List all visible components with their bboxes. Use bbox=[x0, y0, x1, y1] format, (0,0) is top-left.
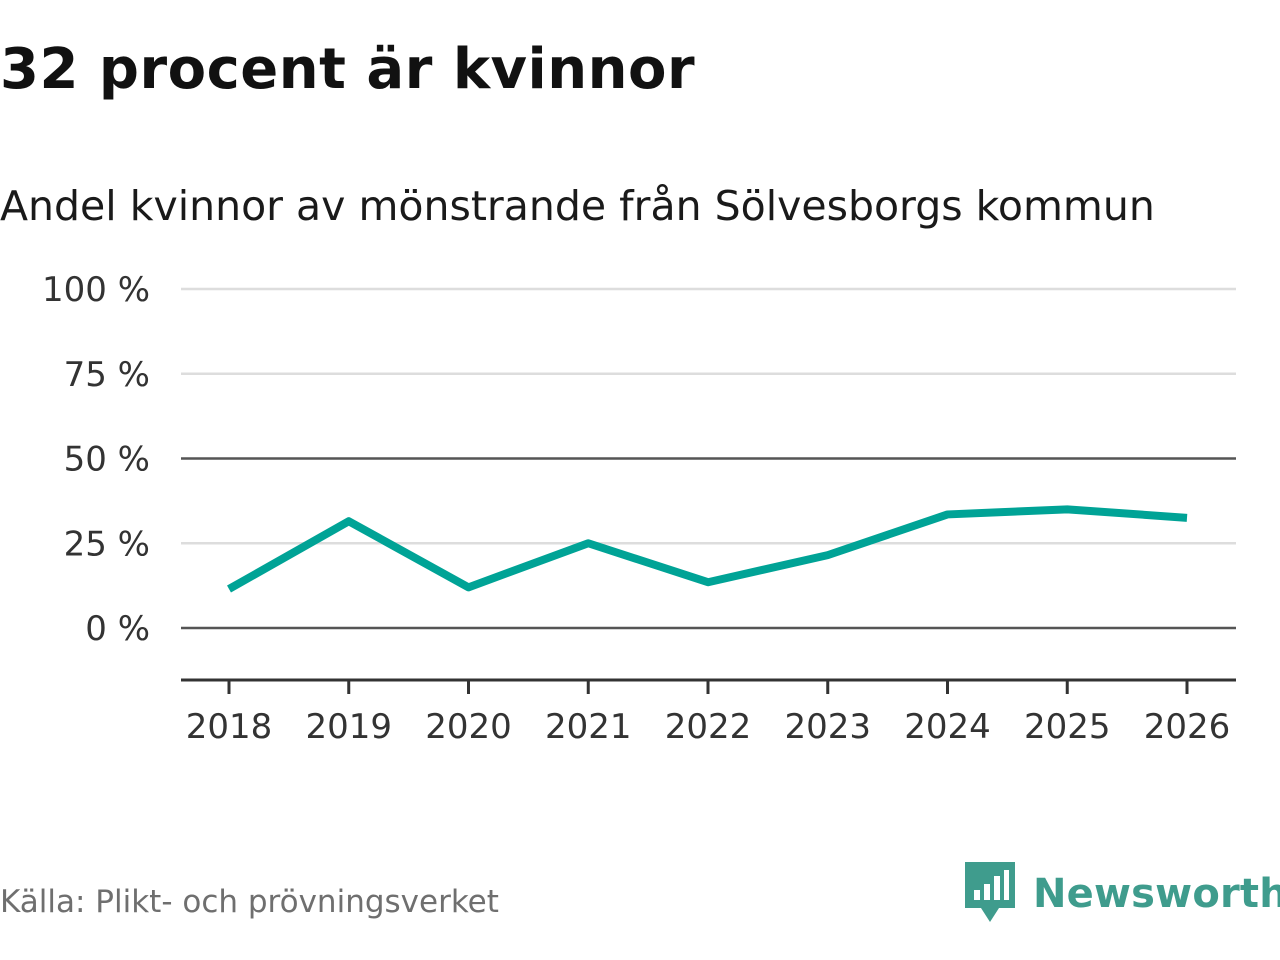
chart-subtitle: Andel kvinnor av mönstrande från Sölvesb… bbox=[0, 182, 1155, 230]
x-tick-label: 2021 bbox=[545, 707, 632, 747]
y-tick-label: 25 % bbox=[64, 524, 150, 564]
x-axis: 2018 2019 2020 2021 2022 2023 2024 2025 2026 bbox=[181, 678, 1236, 747]
x-tick-label: 2023 bbox=[784, 707, 871, 747]
series-line bbox=[227, 505, 1188, 593]
y-tick-label: 75 % bbox=[64, 355, 150, 395]
y-tick-label: 100 % bbox=[42, 270, 150, 310]
x-tick-label: 2026 bbox=[1144, 707, 1231, 747]
line-chart: 0 % 25 % 50 % 75 % 100 % 2018 2019 2020 2021 202… bbox=[42, 270, 1236, 747]
x-tick-label: 2022 bbox=[665, 707, 752, 747]
y-tick-label: 50 % bbox=[64, 440, 150, 480]
y-axis-tick-labels: 0 % 25 % 50 % 75 % 100 % bbox=[42, 270, 150, 649]
bar-chart-speech-bubble-icon bbox=[965, 862, 1015, 922]
x-tick-label: 2019 bbox=[305, 707, 392, 747]
x-tick-label: 2025 bbox=[1024, 707, 1111, 747]
source-note: Källa: Plikt- och prövningsverket bbox=[0, 884, 499, 920]
series-layer bbox=[227, 505, 1188, 593]
brand-name: Newsworthy bbox=[1033, 871, 1280, 917]
x-tick-label: 2020 bbox=[425, 707, 512, 747]
chart-title: 32 procent är kvinnor bbox=[0, 37, 696, 102]
x-tick-label: 2024 bbox=[904, 707, 991, 747]
x-tick-label: 2018 bbox=[186, 707, 273, 747]
y-tick-label: 0 % bbox=[85, 609, 150, 649]
grid-lines bbox=[181, 287, 1236, 630]
brand-logo: Newsworthy bbox=[965, 862, 1280, 926]
